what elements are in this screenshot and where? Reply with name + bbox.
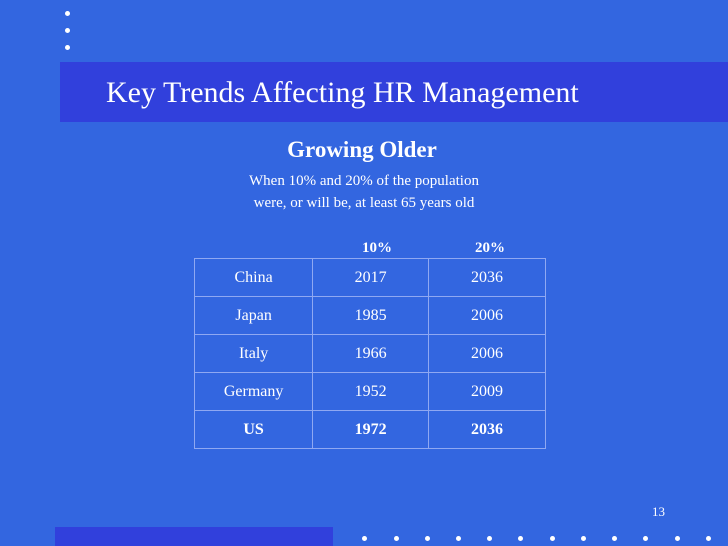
country-cell: US — [193, 410, 314, 449]
bullet-dot — [394, 536, 399, 541]
country-cell: Italy — [193, 334, 314, 373]
bullet-dot — [65, 45, 70, 50]
year-20pct-cell: 2036 — [428, 410, 546, 449]
year-10pct-cell: 2017 — [312, 258, 430, 297]
bullet-dot — [706, 536, 711, 541]
table-row: Italy 1966 2006 — [193, 334, 546, 373]
bullet-dot — [456, 536, 461, 541]
footer-band — [55, 527, 333, 546]
column-header-10pct: 10% — [362, 240, 392, 256]
table-row-us: US 1972 2036 — [193, 410, 546, 449]
bullet-dot — [487, 536, 492, 541]
bullet-dot — [425, 536, 430, 541]
year-20pct-cell: 2006 — [428, 334, 546, 373]
country-cell: Germany — [193, 372, 314, 411]
subtitle-text: Growing Older — [287, 137, 437, 162]
year-10pct-cell: 1966 — [312, 334, 430, 373]
bullet-dot — [675, 536, 680, 541]
table-row: Japan 1985 2006 — [193, 296, 546, 335]
bullet-dot — [550, 536, 555, 541]
year-20pct-cell: 2006 — [428, 296, 546, 335]
aging-table: China 2017 2036 Japan 1985 2006 Italy 19… — [193, 258, 546, 449]
bullet-dot — [612, 536, 617, 541]
slide-title: Key Trends Affecting HR Management — [106, 76, 579, 109]
bullet-dot — [65, 11, 70, 16]
table-row: Germany 1952 2009 — [193, 372, 546, 411]
year-10pct-cell: 1985 — [312, 296, 430, 335]
year-20pct-cell: 2036 — [428, 258, 546, 297]
slide-subtitle: Growing Older — [0, 137, 728, 163]
page-number: 13 — [652, 504, 665, 519]
description-line-2: were, or will be, at least 65 years old — [253, 195, 475, 211]
description-line-1: When 10% and 20% of the population — [249, 173, 479, 189]
column-header-20pct: 20% — [475, 240, 505, 256]
bullet-dot — [643, 536, 648, 541]
bullet-dot — [518, 536, 523, 541]
table-row: China 2017 2036 — [193, 258, 546, 297]
year-20pct-cell: 2009 — [428, 372, 546, 411]
country-cell: China — [193, 258, 314, 297]
title-band — [60, 62, 728, 122]
country-cell: Japan — [193, 296, 314, 335]
year-10pct-cell: 1972 — [312, 410, 430, 449]
year-10pct-cell: 1952 — [312, 372, 430, 411]
bullet-dot — [362, 536, 367, 541]
bullet-dot — [65, 28, 70, 33]
bullet-dot — [581, 536, 586, 541]
